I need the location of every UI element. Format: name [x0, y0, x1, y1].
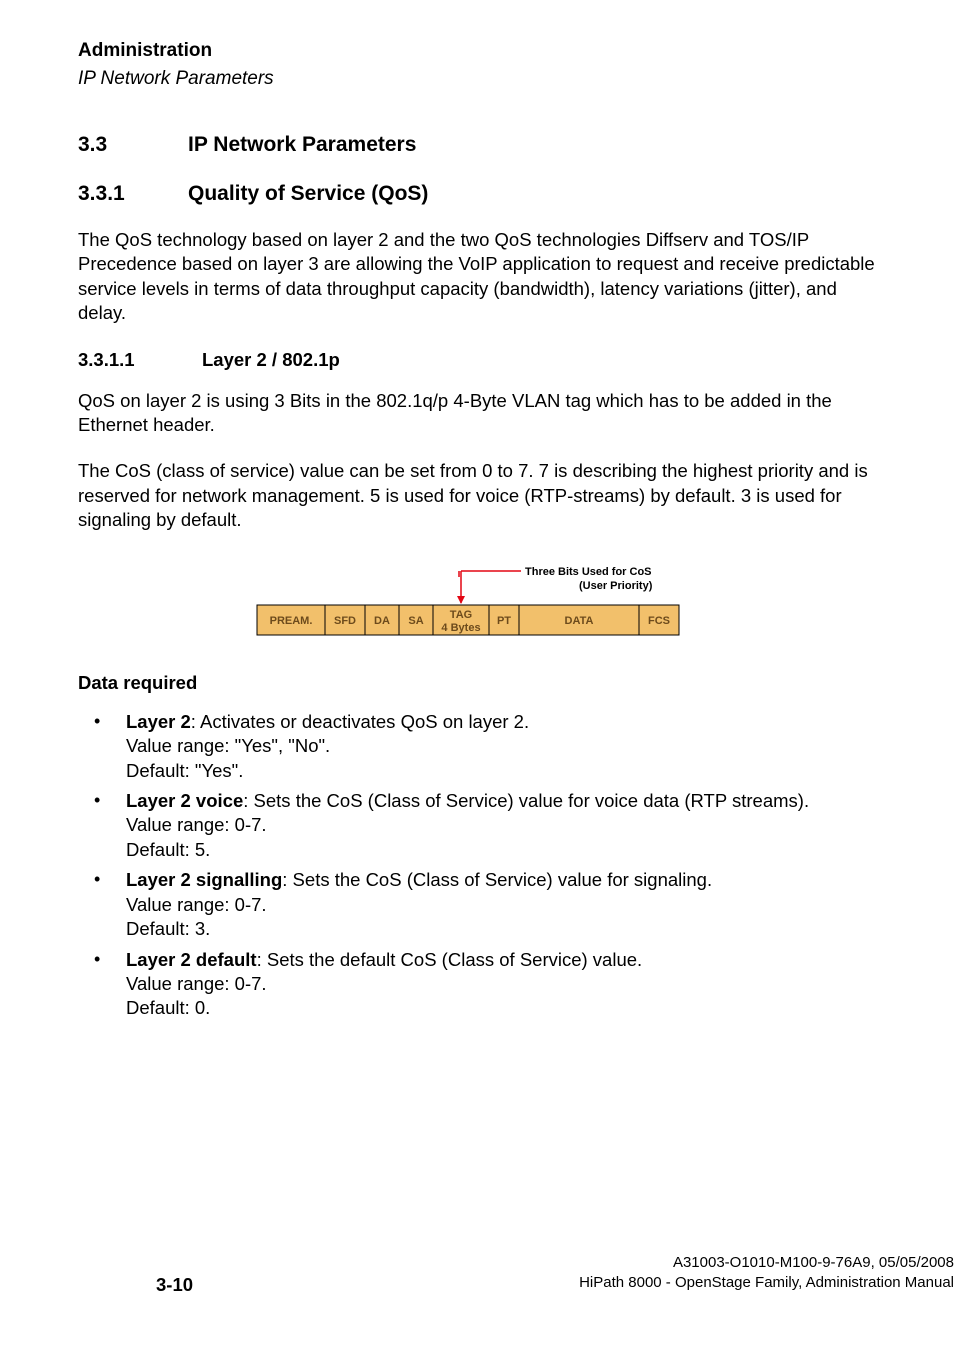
bullet-term: Layer 2 signalling	[126, 869, 282, 890]
section-heading: 3.3 IP Network Parameters	[78, 131, 876, 159]
svg-text:PT: PT	[497, 615, 511, 627]
footer-docid: A31003-O1010-M100-9-76A9, 05/05/2008	[673, 1253, 954, 1273]
bullet-desc: : Activates or deactivates QoS on layer …	[191, 711, 529, 732]
vlan-tag-diagram: PREAM. SFD DA SA TAG4 Bytes PT DATA FCS Three Bi…	[78, 555, 876, 647]
svg-text:TAG: TAG	[450, 609, 472, 621]
svg-text:Three Bits Used for CoS: Three Bits Used for CoS	[525, 566, 652, 578]
svg-text:DA: DA	[374, 615, 390, 627]
subsubsection-title: Layer 2 / 802.1p	[202, 348, 340, 373]
svg-text:DATA: DATA	[565, 615, 594, 627]
bullet-default: Default: 0.	[126, 997, 210, 1018]
bullet-desc: : Sets the CoS (Class of Service) value …	[282, 869, 712, 890]
svg-text:(User Priority): (User Priority)	[579, 580, 653, 592]
list-item: Layer 2 voice: Sets the CoS (Class of Se…	[78, 789, 876, 862]
svg-text:SA: SA	[408, 615, 423, 627]
list-item: Layer 2: Activates or deactivates QoS on…	[78, 710, 876, 783]
page-footer: A31003-O1010-M100-9-76A9, 05/05/2008 3-1…	[156, 1253, 954, 1298]
section-number: 3.3	[78, 131, 188, 159]
svg-text:PREAM.: PREAM.	[270, 615, 313, 627]
data-required-heading: Data required	[78, 671, 876, 696]
footer-page-number: 3-10	[156, 1273, 193, 1298]
bullet-desc: : Sets the default CoS (Class of Service…	[257, 949, 643, 970]
subsubsection-heading: 3.3.1.1 Layer 2 / 802.1p	[78, 348, 876, 373]
layer2-paragraph-a: QoS on layer 2 is using 3 Bits in the 80…	[78, 389, 876, 438]
section-title: IP Network Parameters	[188, 131, 416, 159]
subsection-number: 3.3.1	[78, 180, 188, 208]
subsection-title: Quality of Service (QoS)	[188, 180, 428, 208]
bullet-range: Value range: 0-7.	[126, 814, 267, 835]
bullet-term: Layer 2	[126, 711, 191, 732]
qos-intro-paragraph: The QoS technology based on layer 2 and …	[78, 228, 876, 326]
bullet-default: Default: "Yes".	[126, 760, 243, 781]
bullet-term: Layer 2 default	[126, 949, 257, 970]
svg-text:SFD: SFD	[334, 615, 356, 627]
bullet-range: Value range: 0-7.	[126, 894, 267, 915]
bullet-desc: : Sets the CoS (Class of Service) value …	[243, 790, 809, 811]
subsubsection-number: 3.3.1.1	[78, 348, 202, 373]
vlan-tag-svg: PREAM. SFD DA SA TAG4 Bytes PT DATA FCS Three Bi…	[217, 555, 737, 641]
subsection-heading: 3.3.1 Quality of Service (QoS)	[78, 180, 876, 208]
svg-text:4 Bytes: 4 Bytes	[441, 622, 480, 634]
bullet-range: Value range: "Yes", "No".	[126, 735, 330, 756]
list-item: Layer 2 default: Sets the default CoS (C…	[78, 948, 876, 1021]
bullet-default: Default: 3.	[126, 918, 210, 939]
bullet-term: Layer 2 voice	[126, 790, 243, 811]
layer2-paragraph-b: The CoS (class of service) value can be …	[78, 459, 876, 532]
list-item: Layer 2 signalling: Sets the CoS (Class …	[78, 868, 876, 941]
bullet-list: Layer 2: Activates or deactivates QoS on…	[78, 710, 876, 1021]
bullet-default: Default: 5.	[126, 839, 210, 860]
header-title: Administration	[78, 38, 876, 64]
footer-manual-title: HiPath 8000 - OpenStage Family, Administ…	[579, 1273, 954, 1298]
header-subtitle: IP Network Parameters	[78, 66, 876, 92]
svg-text:FCS: FCS	[648, 615, 670, 627]
bullet-range: Value range: 0-7.	[126, 973, 267, 994]
